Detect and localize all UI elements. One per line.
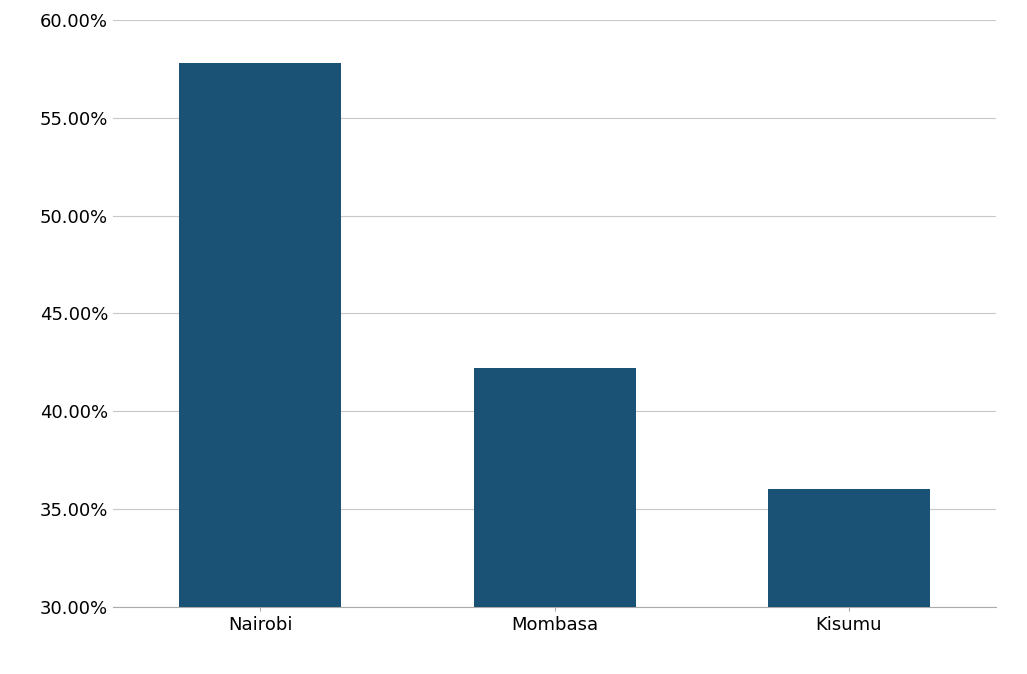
Bar [179, 63, 341, 674]
Bar [768, 489, 930, 674]
Bar [473, 368, 636, 674]
